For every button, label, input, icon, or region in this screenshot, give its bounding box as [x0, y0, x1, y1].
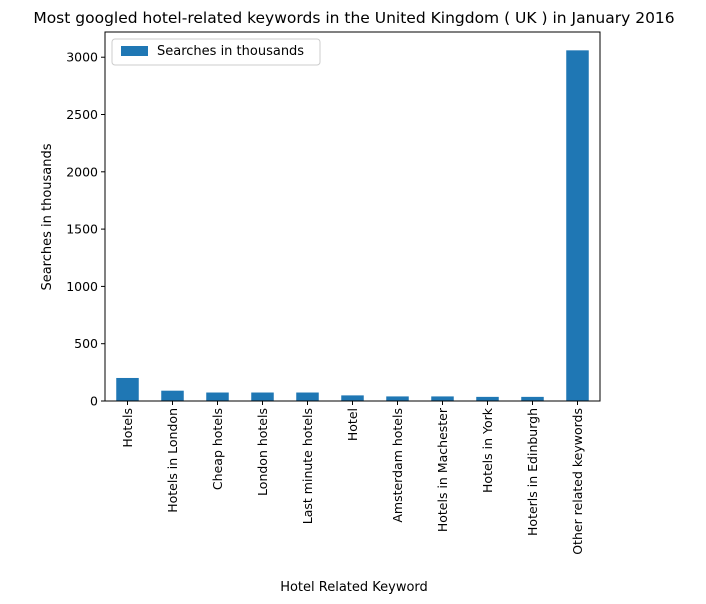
x-tick-label: Hotel [345, 408, 360, 441]
y-tick-label: 3000 [66, 50, 98, 65]
bar [116, 377, 139, 401]
legend-label: Searches in thousands [157, 44, 304, 59]
axes-frame [104, 31, 601, 402]
legend: Searches in thousands [111, 38, 321, 66]
x-tick-label: Hoterls in Edinburgh [525, 408, 540, 536]
x-tick-label: Amsterdam hotels [390, 408, 405, 523]
x-tick-label: Hotels in Machester [435, 407, 450, 532]
x-tick-label: London hotels [255, 408, 270, 496]
bar [431, 396, 454, 401]
x-tick-label: Hotels in York [480, 407, 495, 493]
y-tick-label: 0 [90, 394, 98, 409]
plot-area: 0 500 1000 1500 2000 2500 3000 Hotels Hotels in … [66, 31, 601, 555]
bar [386, 396, 409, 401]
y-tick-label: 500 [74, 336, 98, 351]
y-tick-label: 2500 [66, 107, 98, 122]
bar [296, 392, 319, 401]
bar [251, 392, 274, 401]
legend-box [111, 38, 321, 66]
y-tick-label: 2000 [66, 164, 98, 179]
bar [476, 396, 499, 401]
x-tick-label: Hotels in London [165, 408, 180, 513]
x-axis-label: Hotel Related Keyword [280, 580, 428, 595]
x-tick-label: Last minute hotels [300, 408, 315, 524]
bar [341, 395, 364, 401]
y-axis-label: Searches in thousands [40, 143, 55, 290]
x-tick-label: Hotels [120, 408, 135, 448]
x-tick-label: Other related keywords [570, 408, 585, 555]
legend-swatch [121, 46, 148, 56]
y-tick-label: 1500 [66, 222, 98, 237]
bar [206, 392, 229, 401]
chart-title: Most googled hotel-related keywords in t… [33, 9, 674, 27]
bar [521, 396, 544, 401]
bar [566, 50, 589, 402]
x-tick-label: Cheap hotels [210, 408, 225, 490]
bar [161, 390, 184, 401]
y-tick-label: 1000 [66, 279, 98, 294]
